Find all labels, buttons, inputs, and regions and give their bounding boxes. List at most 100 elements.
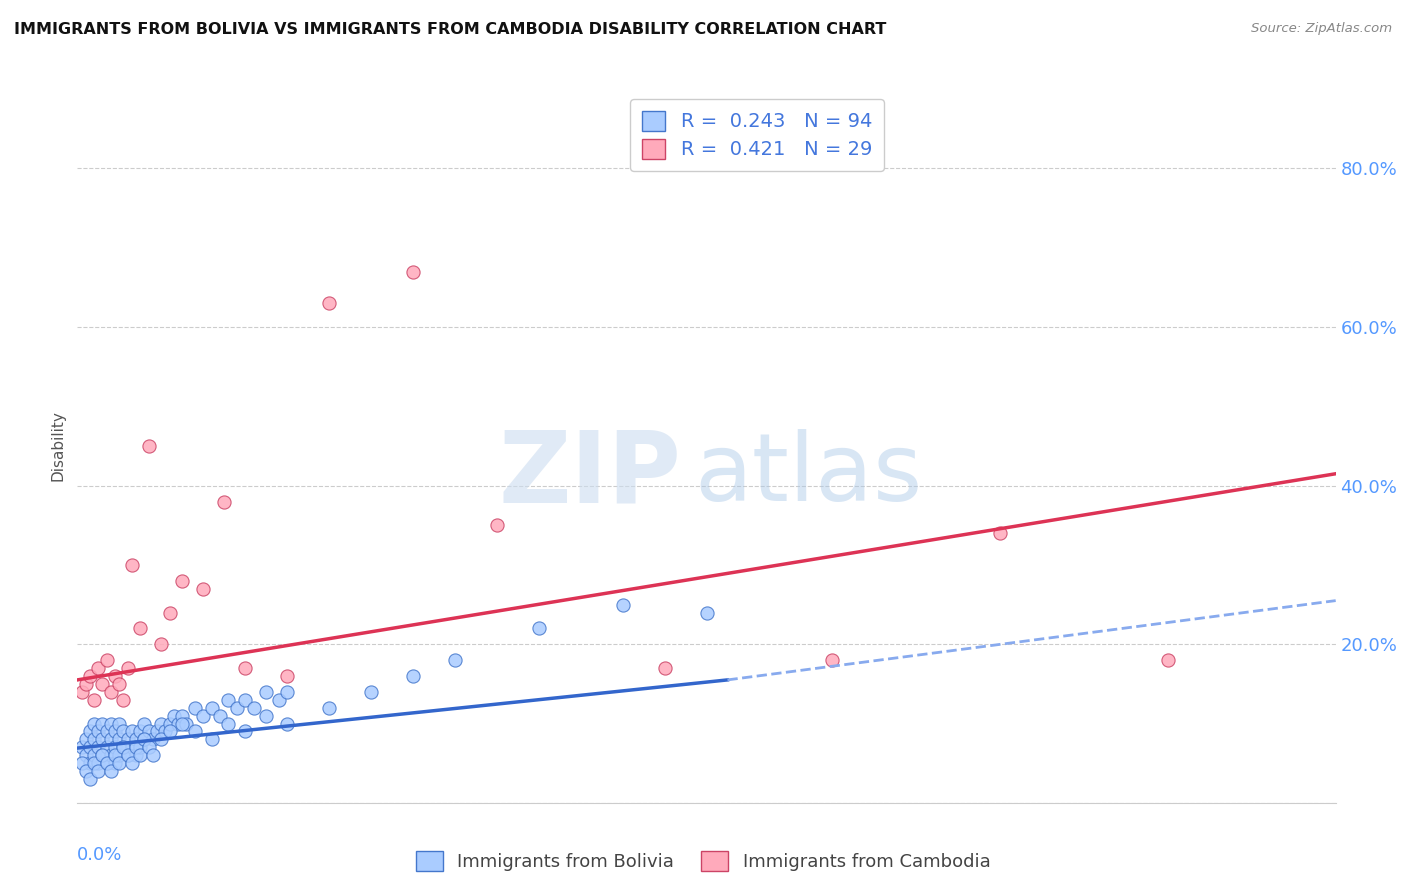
Point	[163, 708, 186, 723]
Text: atlas: atlas	[695, 428, 922, 521]
Point	[104, 748, 127, 763]
Point	[96, 756, 118, 771]
Point	[91, 748, 114, 763]
Point	[91, 716, 114, 731]
Point	[79, 772, 101, 786]
Point	[159, 724, 181, 739]
Point	[125, 732, 148, 747]
Point	[191, 708, 215, 723]
Point	[217, 716, 239, 731]
Legend: R =  0.243   N = 94, R =  0.421   N = 29: R = 0.243 N = 94, R = 0.421 N = 29	[630, 99, 883, 171]
Point	[138, 439, 160, 453]
Point	[155, 724, 177, 739]
Point	[129, 621, 152, 635]
Point	[96, 653, 118, 667]
Point	[100, 685, 122, 699]
Point	[134, 732, 156, 747]
Point	[176, 716, 198, 731]
Point	[276, 669, 298, 683]
Point	[129, 724, 152, 739]
Point	[146, 724, 169, 739]
Point	[276, 716, 298, 731]
Point	[821, 653, 844, 667]
Text: IMMIGRANTS FROM BOLIVIA VS IMMIGRANTS FROM CAMBODIA DISABILITY CORRELATION CHART: IMMIGRANTS FROM BOLIVIA VS IMMIGRANTS FR…	[14, 22, 886, 37]
Point	[212, 494, 235, 508]
Point	[117, 748, 139, 763]
Point	[112, 692, 135, 706]
Point	[104, 669, 127, 683]
Point	[138, 740, 160, 755]
Point	[233, 724, 256, 739]
Point	[91, 677, 114, 691]
Point	[167, 716, 190, 731]
Point	[104, 756, 127, 771]
Point	[100, 732, 122, 747]
Point	[696, 606, 718, 620]
Point	[87, 764, 110, 778]
Point	[150, 732, 173, 747]
Point	[150, 716, 173, 731]
Point	[200, 732, 222, 747]
Point	[129, 740, 152, 755]
Point	[612, 598, 634, 612]
Point	[200, 700, 222, 714]
Point	[191, 582, 215, 596]
Point	[208, 708, 231, 723]
Point	[172, 574, 194, 588]
Point	[225, 700, 247, 714]
Point	[96, 756, 118, 771]
Point	[402, 669, 425, 683]
Point	[360, 685, 382, 699]
Point	[100, 764, 122, 778]
Point	[75, 677, 97, 691]
Point	[70, 685, 93, 699]
Point	[75, 732, 97, 747]
Point	[527, 621, 550, 635]
Point	[318, 296, 340, 310]
Point	[125, 748, 148, 763]
Point	[70, 740, 93, 755]
Point	[121, 558, 143, 572]
Point	[79, 756, 101, 771]
Point	[96, 724, 118, 739]
Point	[70, 756, 93, 771]
Point	[121, 740, 143, 755]
Point	[79, 740, 101, 755]
Point	[254, 685, 277, 699]
Point	[104, 740, 127, 755]
Point	[83, 692, 105, 706]
Point	[87, 740, 110, 755]
Point	[318, 700, 340, 714]
Point	[1157, 653, 1180, 667]
Point	[134, 716, 156, 731]
Point	[184, 724, 207, 739]
Point	[444, 653, 467, 667]
Point	[142, 748, 165, 763]
Point	[79, 669, 101, 683]
Point	[100, 748, 122, 763]
Point	[91, 732, 114, 747]
Point	[217, 692, 239, 706]
Point	[138, 724, 160, 739]
Point	[108, 677, 131, 691]
Point	[254, 708, 277, 723]
Point	[100, 716, 122, 731]
Point	[485, 518, 508, 533]
Point	[121, 724, 143, 739]
Point	[142, 732, 165, 747]
Y-axis label: Disability: Disability	[51, 410, 66, 482]
Text: ZIP: ZIP	[499, 426, 682, 523]
Point	[121, 756, 143, 771]
Point	[134, 732, 156, 747]
Point	[267, 692, 290, 706]
Text: Source: ZipAtlas.com: Source: ZipAtlas.com	[1251, 22, 1392, 36]
Point	[112, 724, 135, 739]
Point	[402, 264, 425, 278]
Point	[159, 716, 181, 731]
Point	[112, 740, 135, 755]
Point	[87, 724, 110, 739]
Point	[242, 700, 264, 714]
Text: 0.0%: 0.0%	[77, 846, 122, 863]
Legend: Immigrants from Bolivia, Immigrants from Cambodia: Immigrants from Bolivia, Immigrants from…	[408, 844, 998, 879]
Point	[233, 692, 256, 706]
